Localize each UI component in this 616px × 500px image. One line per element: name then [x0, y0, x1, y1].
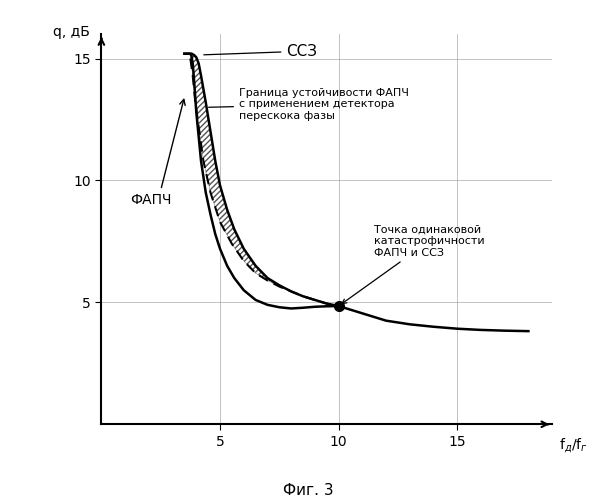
Text: f$_д$/f$_г$: f$_д$/f$_г$ — [559, 436, 588, 455]
Text: Фиг. 3: Фиг. 3 — [283, 483, 333, 498]
Text: q, дБ: q, дБ — [52, 25, 89, 39]
Polygon shape — [190, 54, 339, 306]
Text: Граница устойчивости ФАПЧ
с применением детектора
перескока фазы: Граница устойчивости ФАПЧ с применением … — [209, 88, 409, 121]
Text: Точка одинаковой
катастрофичности
ФАПЧ и ССЗ: Точка одинаковой катастрофичности ФАПЧ и… — [342, 224, 485, 304]
Text: ФАПЧ: ФАПЧ — [130, 193, 171, 207]
Text: ССЗ: ССЗ — [204, 44, 317, 59]
